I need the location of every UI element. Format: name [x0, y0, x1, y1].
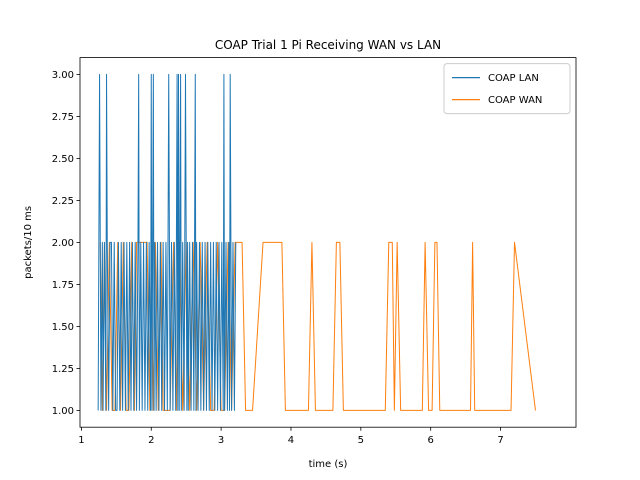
legend-label: COAP LAN: [488, 73, 539, 84]
legend: COAP LAN COAP WAN: [443, 63, 571, 115]
chart-title: COAP Trial 1 Pi Receiving WAN vs LAN: [215, 38, 441, 52]
x-axis: 1 2 3 4 5 6 7: [78, 427, 504, 446]
y-tick-label: 1.75: [52, 280, 74, 291]
y-tick-label: 2.50: [52, 154, 74, 165]
x-tick-label: 1: [78, 435, 84, 446]
x-tick-label: 3: [218, 435, 224, 446]
y-tick-label: 2.75: [52, 112, 74, 123]
x-tick-label: 2: [148, 435, 154, 446]
y-tick-label: 1.00: [52, 406, 74, 417]
x-axis-label: time (s): [309, 459, 348, 470]
y-tick-label: 3.00: [52, 70, 74, 81]
x-tick-label: 4: [288, 435, 294, 446]
legend-box: [443, 63, 571, 115]
x-tick-label: 5: [358, 435, 364, 446]
x-tick-label: 6: [428, 435, 434, 446]
series-line-coap-lan: [97, 73, 237, 411]
legend-label: COAP WAN: [488, 95, 542, 106]
series-layer: [97, 73, 536, 411]
y-tick-label: 1.25: [52, 364, 74, 375]
y-tick-label: 2.00: [52, 238, 74, 249]
x-tick-label: 7: [497, 435, 503, 446]
y-tick-label: 1.50: [52, 322, 74, 333]
y-tick-label: 2.25: [52, 196, 74, 207]
y-axis-label: packets/10 ms: [23, 206, 34, 279]
y-axis: 1.00 1.25 1.50 1.75 2.00 2.25 2.50 2.75 3.00: [52, 70, 80, 417]
